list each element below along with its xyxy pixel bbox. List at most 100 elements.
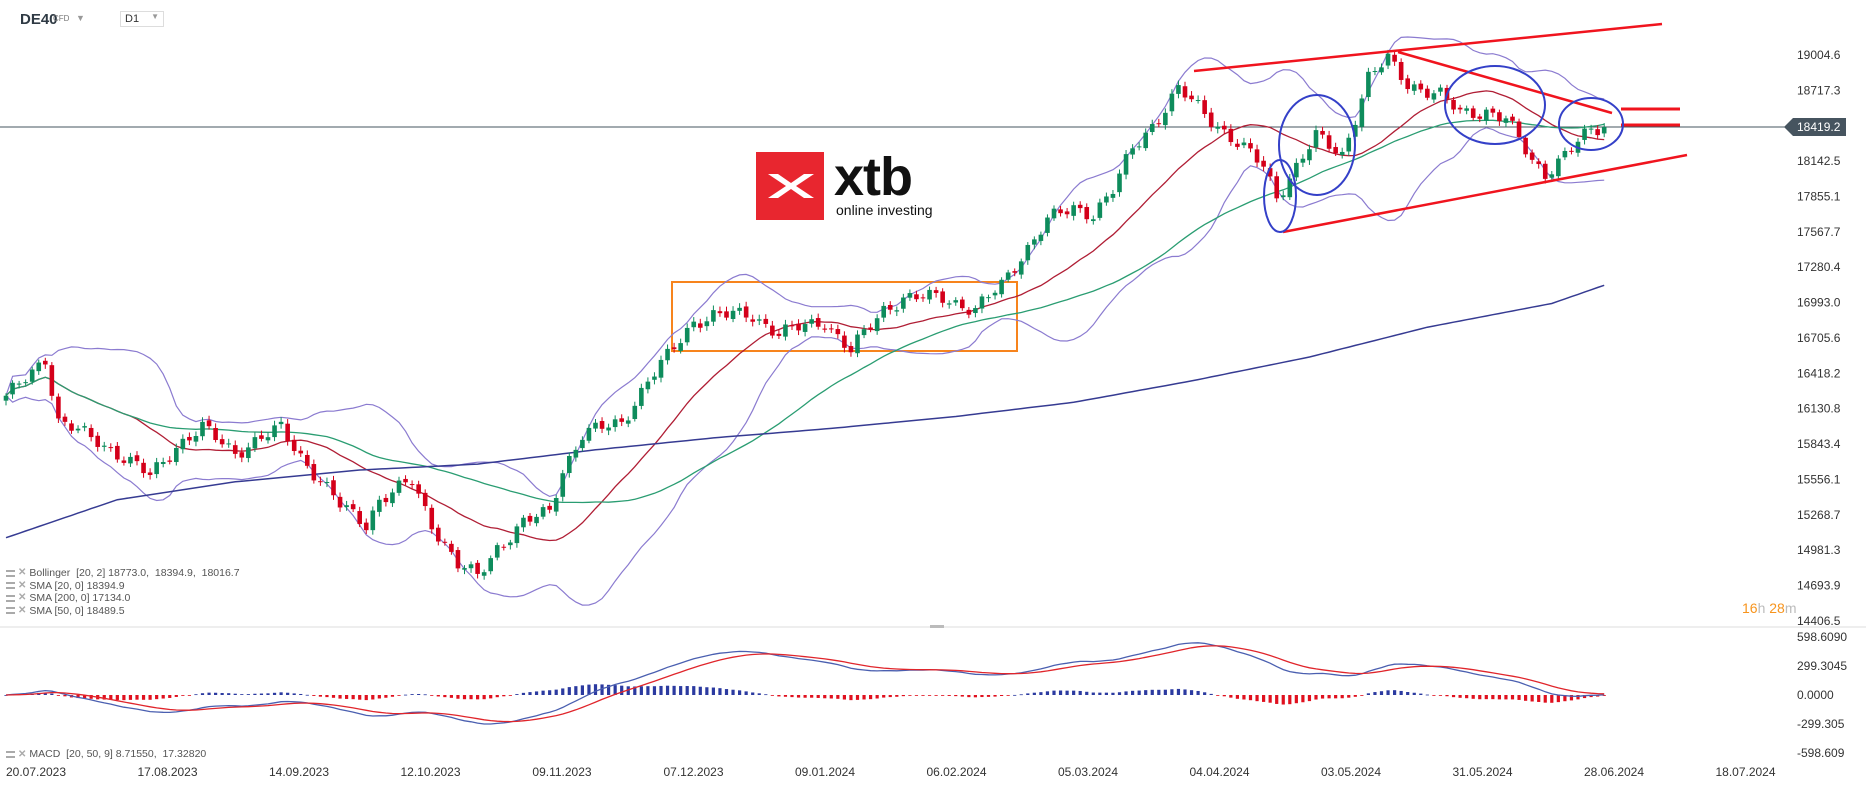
candle[interactable] <box>1215 122 1221 134</box>
candle[interactable] <box>632 401 638 422</box>
candle[interactable] <box>1490 106 1496 118</box>
candle[interactable] <box>586 424 592 444</box>
candle[interactable] <box>219 434 225 448</box>
candle[interactable] <box>1588 124 1594 135</box>
candle[interactable] <box>1523 134 1528 158</box>
candle[interactable] <box>1274 171 1279 203</box>
candle[interactable] <box>1601 123 1607 138</box>
candle[interactable] <box>344 500 349 511</box>
candle[interactable] <box>599 417 605 434</box>
candle[interactable] <box>1536 158 1541 169</box>
candle[interactable] <box>134 451 140 466</box>
candle[interactable] <box>1254 144 1260 167</box>
candle[interactable] <box>1542 160 1548 184</box>
candle[interactable] <box>377 495 382 517</box>
candle[interactable] <box>625 416 631 428</box>
candle[interactable] <box>69 420 74 434</box>
candle[interactable] <box>822 324 828 333</box>
candle[interactable] <box>1038 231 1044 246</box>
candle[interactable] <box>252 432 258 452</box>
candle[interactable] <box>1208 107 1214 132</box>
candle[interactable] <box>861 325 867 339</box>
candle[interactable] <box>1012 268 1017 277</box>
candle[interactable] <box>3 393 9 406</box>
candle[interactable] <box>1379 63 1384 75</box>
candle[interactable] <box>946 300 952 309</box>
candle[interactable] <box>540 504 546 520</box>
candle[interactable] <box>488 555 493 575</box>
candle[interactable] <box>802 319 808 337</box>
menu-icon[interactable] <box>6 607 15 615</box>
candle[interactable] <box>770 320 775 339</box>
candle[interactable] <box>147 468 153 480</box>
candle[interactable] <box>1339 147 1345 159</box>
candle[interactable] <box>514 523 520 548</box>
candle[interactable] <box>1032 236 1037 250</box>
candle[interactable] <box>1163 108 1168 130</box>
candle[interactable] <box>567 452 572 478</box>
candle[interactable] <box>717 306 723 317</box>
candle[interactable] <box>973 305 978 318</box>
candle[interactable] <box>907 289 913 301</box>
candle[interactable] <box>174 443 179 466</box>
panel-resize-handle[interactable] <box>930 625 944 628</box>
candle[interactable] <box>128 452 133 468</box>
candle[interactable] <box>743 301 749 323</box>
candle[interactable] <box>527 513 533 526</box>
candle[interactable] <box>619 414 624 427</box>
candle[interactable] <box>560 469 566 502</box>
candle[interactable] <box>396 476 402 496</box>
candle[interactable] <box>350 499 356 513</box>
candle[interactable] <box>1025 242 1031 265</box>
candle[interactable] <box>1326 130 1332 152</box>
candle[interactable] <box>730 306 736 323</box>
candle[interactable] <box>1320 126 1325 139</box>
candle[interactable] <box>370 506 376 535</box>
candle[interactable] <box>1438 84 1443 96</box>
candle[interactable] <box>265 432 271 444</box>
candle[interactable] <box>547 502 552 514</box>
candle[interactable] <box>874 314 880 335</box>
candle[interactable] <box>894 306 900 317</box>
candle[interactable] <box>1136 142 1142 151</box>
candle[interactable] <box>612 415 618 432</box>
candle[interactable] <box>1005 269 1011 283</box>
candle[interactable] <box>966 307 972 319</box>
candle[interactable] <box>324 477 330 488</box>
candle[interactable] <box>278 417 284 429</box>
candle[interactable] <box>1182 81 1188 102</box>
candle[interactable] <box>986 294 991 303</box>
candle[interactable] <box>449 540 454 555</box>
candle[interactable] <box>357 506 362 528</box>
candle[interactable] <box>154 457 159 479</box>
candle[interactable] <box>475 560 480 579</box>
candle[interactable] <box>1372 67 1378 76</box>
candle[interactable] <box>593 419 598 433</box>
menu-icon[interactable] <box>6 594 15 602</box>
candle[interactable] <box>901 293 906 313</box>
candle[interactable] <box>318 476 323 486</box>
candle[interactable] <box>49 362 55 401</box>
candle[interactable] <box>390 488 395 507</box>
candle[interactable] <box>639 383 644 410</box>
candle[interactable] <box>678 338 683 354</box>
candle[interactable] <box>1248 138 1253 153</box>
candle[interactable] <box>43 357 48 369</box>
candle[interactable] <box>1123 150 1129 180</box>
candle[interactable] <box>933 286 939 298</box>
candle[interactable] <box>750 314 755 327</box>
candle[interactable] <box>1077 201 1083 213</box>
candle[interactable] <box>298 446 304 458</box>
candle[interactable] <box>206 415 212 430</box>
candle[interactable] <box>835 324 841 339</box>
candle[interactable] <box>1143 128 1148 151</box>
candle[interactable] <box>494 542 500 561</box>
candle[interactable] <box>1405 74 1410 94</box>
candle[interactable] <box>534 513 539 527</box>
candle[interactable] <box>422 489 428 511</box>
candle[interactable] <box>1477 113 1483 123</box>
candle[interactable] <box>1595 125 1600 140</box>
candle[interactable] <box>1189 91 1194 103</box>
candle[interactable] <box>979 293 985 314</box>
